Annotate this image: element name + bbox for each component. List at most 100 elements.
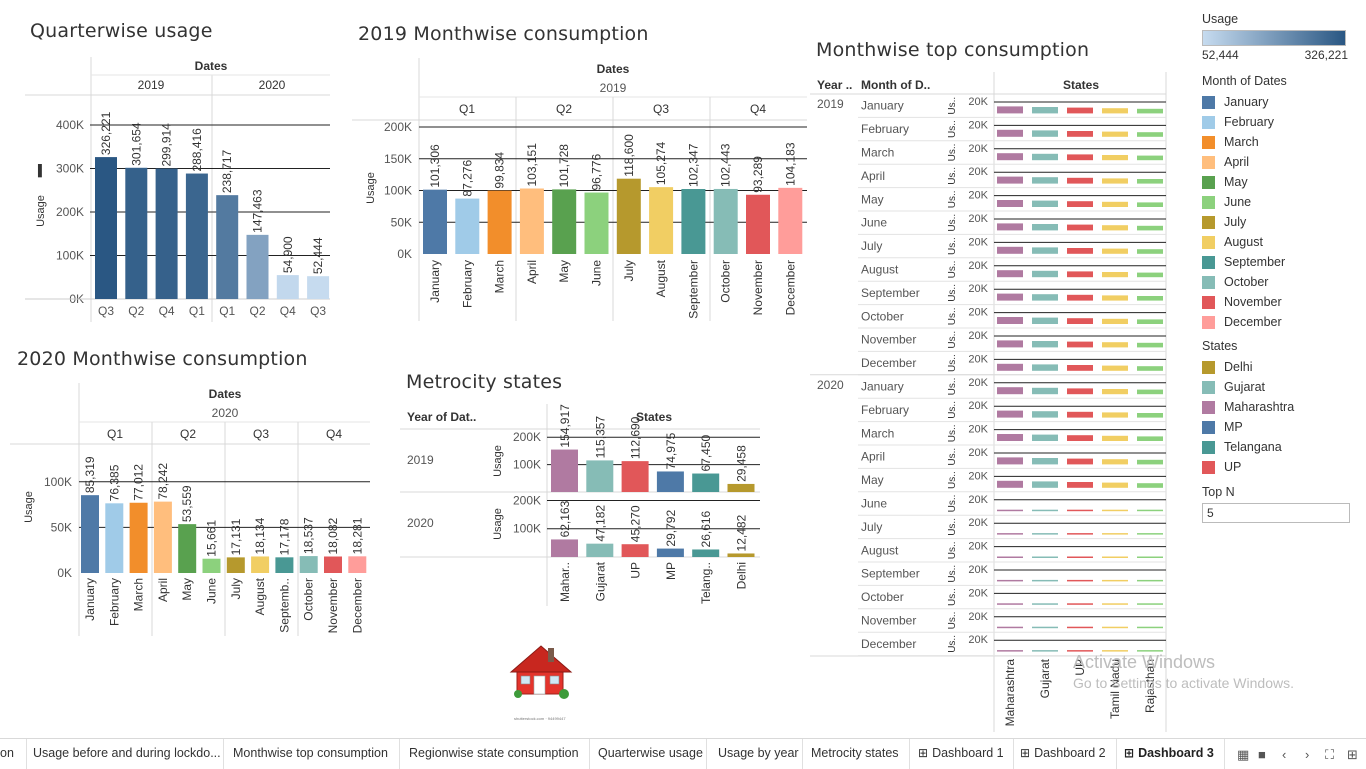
year-label: 2019 (600, 81, 627, 95)
bar (1032, 556, 1058, 558)
bar (1067, 154, 1093, 161)
house-caption: shutterstock.com · 94499447 (514, 716, 566, 721)
column-header: Year .. (817, 78, 852, 92)
legend-swatch (1202, 255, 1215, 269)
usage-gradient[interactable] (1202, 30, 1346, 46)
top-consumption-chart[interactable]: Year .. Month of D.. States 2019 January Us..… (810, 72, 1172, 734)
legend-swatch (1202, 135, 1215, 149)
next-sheet-icon[interactable]: › (1305, 747, 1310, 762)
first-sheet-icon[interactable]: ‹ (1282, 747, 1287, 762)
chart-header: Dates (209, 387, 242, 401)
legend-swatch (1202, 295, 1215, 309)
bar (746, 194, 770, 254)
state-legend-item[interactable]: Telangana (1202, 437, 1362, 457)
tab-metrocity-states[interactable]: Metrocity states (811, 739, 910, 769)
state-legend-item[interactable]: MP (1202, 417, 1362, 437)
month-label: April (861, 450, 885, 464)
month-label: November (861, 333, 916, 347)
month-legend-item[interactable]: November (1202, 292, 1362, 312)
tab-quarterwise-usage[interactable]: Quarterwise usage (598, 739, 707, 769)
data-label: 96,776 (590, 154, 604, 191)
grid-icon[interactable]: ⊞ (1347, 747, 1358, 762)
monthwise-2019-chart[interactable]: Dates 2019 Q1 Q2 Q3 Q4 0K 50K 100K 150K 200K Usage 1… (352, 56, 812, 326)
month-label: April (861, 169, 885, 183)
month-legend-item[interactable]: June (1202, 192, 1362, 212)
metrocity-title: Metrocity states (406, 371, 563, 393)
state-legend-item[interactable]: Maharashtra (1202, 397, 1362, 417)
data-label: 326,221 (99, 111, 113, 155)
bar (656, 471, 684, 492)
measure-label: Us.. (947, 541, 958, 559)
bar (1032, 481, 1058, 488)
month-legend-item[interactable]: October (1202, 272, 1362, 292)
bar (1032, 177, 1058, 184)
tick-label: 20K (968, 283, 988, 295)
bar (1102, 533, 1128, 535)
x-tick-label: Q2 (128, 304, 144, 318)
monthwise-2020-chart[interactable]: Dates 2020 Q1 Q2 Q3 Q4 0K 50K 100K Usage 85,319 Jan… (10, 381, 375, 639)
month-legend-item[interactable]: February (1202, 112, 1362, 132)
sheet-sorter-icon[interactable]: ■ (1258, 747, 1266, 762)
state-legend-item[interactable]: Gujarat (1202, 377, 1362, 397)
month-legend-item[interactable]: May (1202, 172, 1362, 192)
metrocity-chart[interactable]: Year of Dat.. States 2019 Usage 200K 100K 154,… (400, 404, 765, 610)
legend-swatch (1202, 195, 1215, 209)
bar (997, 106, 1023, 114)
filmstrip-icon[interactable]: ▦ (1237, 747, 1250, 762)
tab-usage-by-year[interactable]: Usage by year (718, 739, 803, 769)
bar (552, 189, 577, 254)
bar (997, 340, 1023, 348)
month-legend-item[interactable]: March (1202, 132, 1362, 152)
tab-monthwise-top-consumption[interactable]: Monthwise top consumption (233, 739, 400, 769)
bar (1032, 270, 1058, 278)
month-label: October (861, 590, 904, 604)
month-legend-item[interactable]: April (1202, 152, 1362, 172)
month-legend-item[interactable]: August (1202, 232, 1362, 252)
month-legend-item[interactable]: January (1202, 92, 1362, 112)
legend-swatch (1202, 275, 1215, 289)
state-legend-item[interactable]: UP (1202, 457, 1362, 477)
tab-dashboard-1[interactable]: ⊞ Dashboard 1 (918, 739, 1014, 769)
y-tick-label: 100K (513, 522, 541, 536)
measure-label: Us.. (947, 565, 958, 583)
x-tick-label: September (686, 260, 700, 319)
chart-icon: ▐ (34, 163, 42, 178)
bar (1137, 483, 1163, 488)
quarter-label: Q4 (750, 102, 766, 116)
topn-input[interactable]: 5 (1202, 503, 1350, 523)
bar (1137, 436, 1163, 441)
bar (1102, 650, 1128, 652)
bar (1137, 319, 1163, 324)
month-legend-item[interactable]: December (1202, 312, 1362, 332)
tick-label: 20K (968, 587, 988, 599)
legend-swatch (1202, 95, 1215, 109)
bar (153, 501, 172, 573)
x-tick-label: May (180, 578, 194, 601)
bar (1067, 579, 1093, 582)
x-tick-label: Q4 (159, 304, 175, 318)
y-axis-label: Usage (492, 445, 504, 477)
state-legend-item[interactable]: Delhi (1202, 357, 1362, 377)
legend-swatch (1202, 360, 1215, 374)
bar (1137, 366, 1163, 371)
tab-regionwise-state-consumption[interactable]: Regionwise state consumption (409, 739, 590, 769)
y-tick-label: 100K (513, 458, 541, 472)
bar (276, 275, 299, 299)
measure-label: Us.. (947, 307, 958, 325)
data-label: 85,319 (83, 456, 97, 493)
x-tick-label: February (107, 578, 121, 626)
house-image[interactable]: shutterstock.com · 94499447 (508, 640, 574, 724)
tab-dashboard-2[interactable]: ⊞ Dashboard 2 (1020, 739, 1117, 769)
fit-icon[interactable]: ⛶ (1325, 747, 1335, 762)
tick-label: 20K (968, 353, 988, 365)
month-legend-item[interactable]: July (1202, 212, 1362, 232)
bar (1067, 248, 1093, 254)
month-legend-item[interactable]: September (1202, 252, 1362, 272)
data-label: 78,242 (156, 463, 170, 500)
data-label: 17,131 (229, 518, 243, 555)
tab-usage-before-during-lockdown[interactable]: Usage before and during lockdo... (33, 739, 224, 769)
tab-0[interactable]: on (0, 739, 27, 769)
bar (1067, 318, 1093, 324)
tab-dashboard-3[interactable]: ⊞ Dashboard 3 (1124, 739, 1225, 769)
